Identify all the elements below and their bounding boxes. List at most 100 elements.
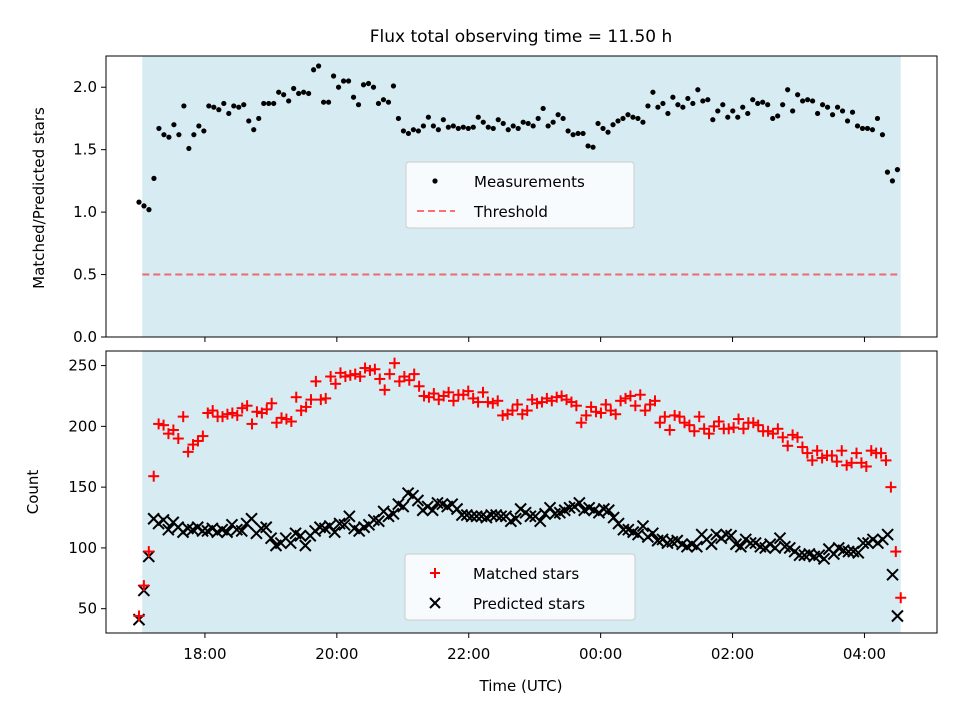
- measurement-point: [191, 132, 197, 138]
- matched-star-marker: [143, 546, 155, 558]
- measurement-point: [849, 109, 856, 115]
- matched-star-marker: [315, 394, 327, 406]
- measurement-point: [420, 123, 426, 129]
- measurement-point: [640, 119, 646, 125]
- x-axis-label: Time (UTC): [479, 677, 563, 695]
- predicted-star-marker: [534, 514, 547, 528]
- measurement-point: [221, 100, 227, 107]
- x-tick-label: 18:00: [183, 645, 226, 663]
- measurement-point: [720, 102, 726, 108]
- matched-star-marker: [428, 388, 440, 400]
- matched-star-marker: [487, 397, 499, 409]
- predicted-star-marker: [426, 504, 439, 517]
- predicted-star-marker: [744, 536, 757, 550]
- measurement-point: [879, 132, 886, 138]
- predicted-star-marker: [617, 523, 630, 536]
- matched-star-marker: [747, 417, 759, 429]
- matched-star-marker: [575, 417, 587, 429]
- matched-star-marker: [674, 411, 686, 423]
- measurement-point: [365, 80, 372, 87]
- matched-star-marker: [816, 452, 828, 464]
- x-tick-label: 04:00: [843, 645, 886, 663]
- measurement-point: [271, 100, 277, 107]
- measurement-point: [814, 110, 821, 117]
- measurement-point: [695, 87, 701, 93]
- predicted-star-marker: [284, 536, 297, 550]
- measurement-point: [301, 89, 307, 95]
- measurement-point: [869, 127, 876, 133]
- matched-star-marker: [364, 364, 376, 376]
- matched-star-marker: [231, 409, 243, 421]
- measurement-point: [216, 107, 222, 113]
- matched-star-marker: [221, 408, 233, 420]
- measurement-point: [136, 199, 142, 205]
- legend-measurements-marker: [432, 178, 438, 184]
- predicted-star-marker: [690, 540, 704, 553]
- matched-star-marker: [403, 374, 415, 386]
- measurement-point: [296, 90, 302, 97]
- matched-star-marker: [634, 389, 646, 401]
- measurement-point: [750, 97, 756, 103]
- count-plot-frame: [105, 350, 938, 634]
- count-y-axis-label: Count: [24, 470, 42, 515]
- matched-star-marker: [811, 445, 823, 457]
- measurement-point: [141, 203, 147, 209]
- matched-star-marker: [664, 424, 676, 436]
- predicted-star-marker: [734, 540, 748, 553]
- x-tick-label: 22:00: [447, 645, 490, 663]
- matched-star-marker: [408, 368, 420, 380]
- matched-star-marker: [448, 395, 460, 407]
- matched-star-marker: [462, 385, 474, 397]
- top-y-tick-label: 0.0: [73, 328, 97, 346]
- measurement-point: [400, 128, 407, 134]
- matched-star-marker: [580, 409, 592, 421]
- matched-star-marker: [733, 413, 745, 425]
- measurement-point: [884, 169, 891, 175]
- bot-y-tick-label: 100: [68, 539, 97, 557]
- matched-star-marker: [836, 445, 848, 457]
- measurement-point: [166, 134, 172, 140]
- measurement-point: [600, 125, 606, 132]
- matched-star-marker: [610, 408, 622, 420]
- measurement-point: [785, 87, 791, 93]
- measurement-point: [430, 123, 436, 129]
- predicted-star-marker: [259, 521, 273, 534]
- measurement-point: [665, 110, 671, 117]
- measurement-point: [605, 129, 611, 135]
- predicted-star-marker: [768, 541, 782, 555]
- matched-star-marker: [826, 450, 838, 462]
- measurement-point: [535, 115, 541, 122]
- measurement-point: [520, 119, 526, 125]
- measurement-point: [505, 127, 511, 133]
- matched-star-marker: [629, 400, 641, 412]
- measurement-point: [231, 103, 237, 109]
- measurement-point: [854, 123, 861, 129]
- measurement-point: [675, 102, 681, 108]
- legend-matched-marker: [430, 568, 440, 578]
- predicted-star-marker: [338, 518, 351, 532]
- matched-star-marker: [236, 402, 248, 414]
- matched-star-marker: [472, 396, 484, 408]
- measurement-point: [186, 145, 192, 152]
- bot-y-tick-label: 200: [68, 417, 97, 435]
- measurement-point: [251, 127, 257, 133]
- matched-star-marker: [615, 395, 627, 407]
- matched-star-marker: [728, 422, 740, 434]
- measurement-point: [655, 104, 661, 110]
- measurement-point: [795, 92, 801, 98]
- matched-star-marker: [831, 456, 843, 468]
- matched-star-marker: [777, 431, 789, 443]
- measurement-point: [325, 99, 332, 105]
- predicted-star-marker: [299, 539, 312, 552]
- measurement-point: [874, 115, 881, 122]
- measurement-point: [480, 119, 486, 125]
- measurement-point: [690, 100, 696, 107]
- x-tick-label: 20:00: [315, 645, 358, 663]
- matched-star-marker: [246, 418, 258, 430]
- matched-star-marker: [369, 363, 381, 375]
- ratio-panel: 0.00.51.01.52.0 Matched/Predicted stars …: [30, 55, 938, 346]
- matched-star-marker: [207, 405, 219, 417]
- matched-star-marker: [865, 445, 877, 457]
- measurement-point: [570, 132, 576, 138]
